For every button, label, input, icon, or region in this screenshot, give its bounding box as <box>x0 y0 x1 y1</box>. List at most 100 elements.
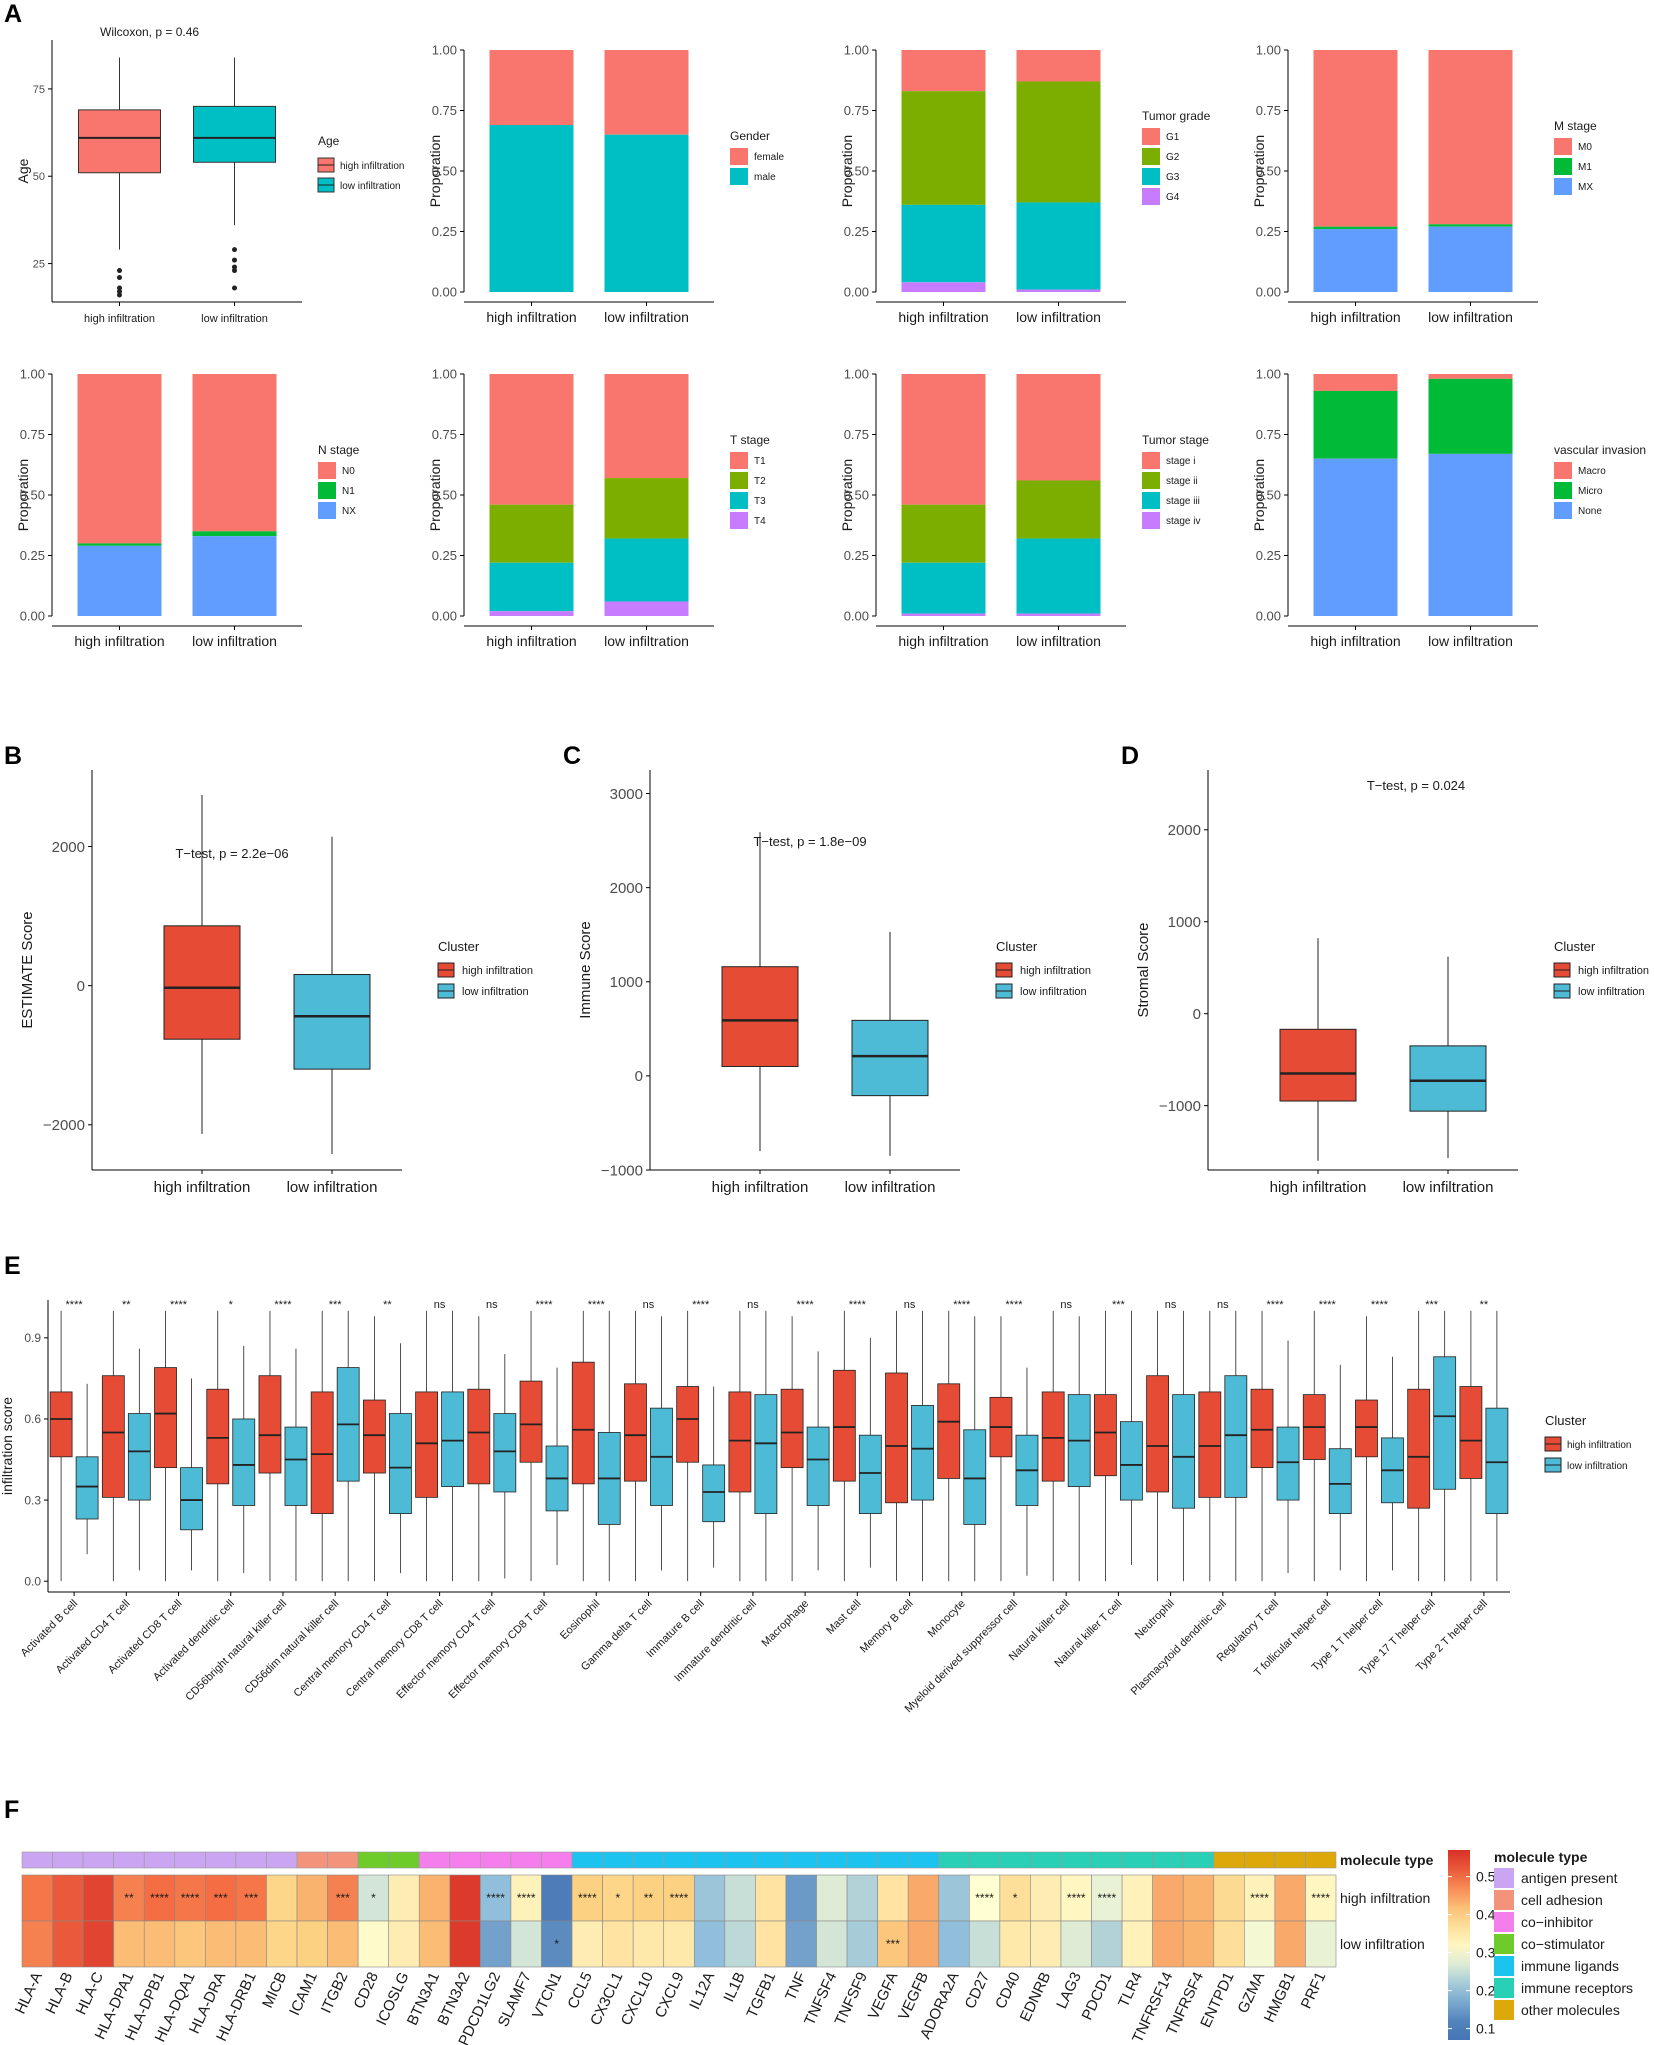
legend-title: Cluster <box>1554 939 1596 954</box>
x-tick-label: high infiltration <box>486 309 576 325</box>
box-low <box>963 1429 987 1525</box>
legend-label: low infiltration <box>462 986 529 998</box>
bar-segment-stage-i <box>1016 374 1101 481</box>
heatmap-cell-low <box>724 1920 756 1968</box>
legend-key <box>1554 462 1572 479</box>
bar-segment-male <box>489 125 574 293</box>
colorbar-tick-label: 0.3 <box>1476 1945 1496 1961</box>
legend-label: high infiltration <box>1020 965 1091 977</box>
y-tick-label: 0.00 <box>844 285 869 300</box>
gene-label: MICB <box>259 1970 290 2011</box>
heatmap-cell-high <box>602 1874 634 1922</box>
legend-title: T stage <box>730 433 770 447</box>
box-low <box>1328 1448 1352 1514</box>
y-tick-label: 0.25 <box>20 548 45 563</box>
y-tick-label: 2000 <box>1168 822 1201 839</box>
gene-label: TGFB1 <box>743 1970 779 2021</box>
box-low <box>1276 1426 1300 1501</box>
box-high <box>49 1391 73 1458</box>
y-tick-label: 0.75 <box>20 427 45 442</box>
annotation-cell <box>480 1851 512 1869</box>
chart-a3: Proporation 0.00 0.25 0.50 0.75 1.00 high infi… <box>839 43 1211 325</box>
heatmap-cell-low <box>969 1920 1001 1968</box>
annotation-cell <box>418 1851 451 1869</box>
heatmap-cell-high <box>388 1874 420 1922</box>
x-tick-label: Myeloid derived suppressor cell <box>903 1598 1020 1715</box>
heatmap-cell-high <box>82 1874 114 1922</box>
gene-column: VEGFB <box>895 1851 940 2023</box>
y-axis-title: ESTIMATE Score <box>19 911 36 1028</box>
legend-label: high infiltration <box>1578 965 1649 977</box>
heatmap-cell-high <box>418 1874 451 1922</box>
significance-label: * <box>1013 1891 1018 1905</box>
legend-label: high infiltration <box>340 161 404 172</box>
heatmap-cell-low <box>52 1920 84 1968</box>
heatmap-cell-high <box>999 1874 1031 1922</box>
box-high <box>78 109 161 174</box>
bar-segment-mx <box>1313 229 1398 292</box>
outlier-point <box>117 275 122 281</box>
box-low <box>1119 1421 1143 1501</box>
x-tick-label: low infiltration <box>192 633 277 649</box>
y-tick-label: 1000 <box>1168 914 1201 931</box>
x-tick-label: low infiltration <box>604 633 689 649</box>
heatmap-cell-high <box>907 1874 940 1922</box>
box-high <box>1250 1388 1274 1469</box>
x-tick-label: high infiltration <box>154 1179 251 1196</box>
significance-label: *** <box>1112 1299 1126 1311</box>
box-high <box>415 1391 439 1498</box>
legend-key <box>730 492 748 509</box>
heatmap-cell-low <box>846 1920 878 1968</box>
outlier-point <box>232 268 237 274</box>
annotation-cell <box>632 1851 665 1869</box>
heatmap-cell-low <box>755 1920 787 1968</box>
heatmap-cell-low <box>143 1920 176 1968</box>
panel-letter-c: C <box>563 742 581 770</box>
x-tick-label: Plasmacytoid dendritic cell <box>1129 1598 1229 1698</box>
x-tick-label: high infiltration <box>74 633 164 649</box>
heatmap-cell-low <box>693 1920 726 1968</box>
bar-segment-nx <box>192 536 277 616</box>
legend-key <box>1494 1868 1514 1888</box>
x-tick-label: Neutrophil <box>1133 1598 1177 1642</box>
y-tick-label: 0.50 <box>844 164 869 179</box>
heatmap-cell-high <box>755 1874 787 1922</box>
stat-test-label: T−test, p = 2.2e−06 <box>175 846 288 861</box>
heatmap-cell-high <box>846 1874 878 1922</box>
significance-label: *** <box>1425 1299 1439 1311</box>
x-tick-label: CD56bright natural killer cell <box>183 1598 289 1704</box>
y-tick-label: 0 <box>1193 1006 1201 1023</box>
group-24: T follicular helper cell**** <box>1252 1299 1352 1679</box>
annotation-cell <box>21 1851 53 1869</box>
panel-letters: A B C D E F <box>4 0 1139 1824</box>
bar-segment-g1 <box>1016 50 1101 82</box>
heatmap-cell-low <box>541 1920 573 1968</box>
heatmap-cell-low <box>602 1920 634 1968</box>
heatmap-cell-high <box>1060 1874 1092 1922</box>
box-low <box>1172 1394 1196 1509</box>
gene-label: IL1B <box>720 1970 748 2005</box>
legend-key <box>1554 178 1572 195</box>
significance-label: ** <box>122 1299 131 1311</box>
x-tick-label: low infiltration <box>201 313 268 325</box>
y-tick-label: 2000 <box>610 880 643 897</box>
heatmap-cell-low <box>1244 1920 1276 1968</box>
box-high <box>1407 1388 1431 1509</box>
significance-label: ns <box>643 1299 655 1311</box>
box-high <box>1355 1399 1378 1458</box>
significance-label: ns <box>904 1299 916 1311</box>
gene-column: HLA-A <box>12 1851 53 2017</box>
x-tick-label: Mast cell <box>824 1598 863 1637</box>
box-high <box>1146 1375 1170 1493</box>
gene-column: IL12A <box>686 1851 726 2012</box>
box-low <box>127 1413 151 1501</box>
annotation-cell <box>357 1851 389 1869</box>
chart-d: Stromal Score −1000 0 1000 2000 high infiltra… <box>1135 770 1649 1196</box>
bar-segment-stage-iv <box>901 613 986 616</box>
annotation-cell <box>999 1851 1031 1869</box>
bar-segment-none <box>1313 458 1398 616</box>
x-tick-label: low infiltration <box>1016 309 1101 325</box>
significance-label: * <box>371 1891 376 1905</box>
group-0: Activated B cell**** <box>19 1299 99 1659</box>
gene-column: HLA-B <box>42 1851 84 2017</box>
